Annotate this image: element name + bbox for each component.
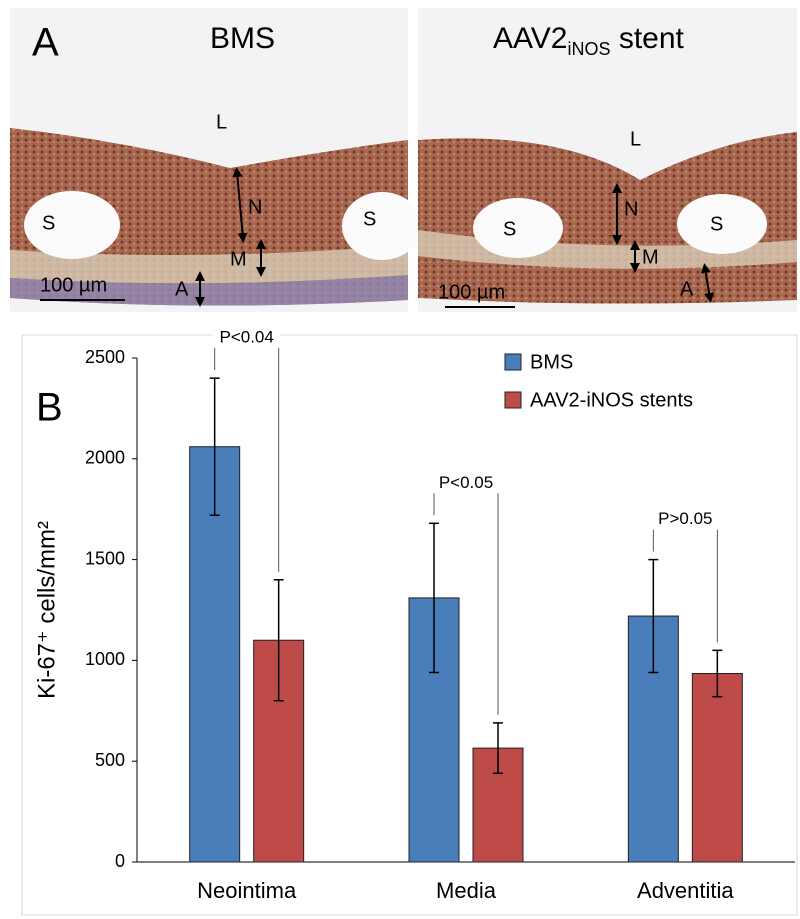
legend-swatch	[504, 391, 522, 409]
y-axis-label: Ki-67⁺ cells/mm²	[33, 521, 60, 699]
annotation-bg	[212, 328, 281, 349]
annotation: P<0.05	[439, 473, 493, 492]
region-label: N	[248, 196, 262, 218]
chart-frame	[21, 334, 798, 916]
bar	[691, 673, 743, 863]
annotation-bg	[651, 509, 720, 530]
y-tick-label: 1000	[85, 649, 125, 669]
panel-label: B	[36, 386, 63, 430]
region-label: L	[216, 111, 227, 133]
annotation: P<0.04	[219, 328, 273, 347]
region-label: N	[624, 198, 638, 220]
image-title: AAV2iNOS stent	[493, 22, 685, 59]
annotation: P>0.05	[658, 509, 712, 528]
scale-bar-label: 100 µm	[40, 274, 107, 296]
x-tick-label: Media	[436, 878, 497, 903]
region-label: A	[175, 278, 189, 300]
region-label: S	[42, 212, 55, 234]
micrograph-left: BMS L S S N M A 100 µm	[10, 8, 422, 312]
annotation-bg	[432, 473, 500, 494]
panel-label: A	[32, 21, 59, 65]
plot: 0 500 1000 1500 2000 2500 Neointima Media Advent…	[85, 328, 795, 903]
y-tick-label: 2500	[85, 347, 125, 367]
region-label: M	[230, 248, 247, 270]
legend-swatch	[504, 353, 522, 371]
legend-label: AAV2-iNOS stents	[530, 389, 693, 411]
region-label: L	[630, 128, 641, 150]
region-label: S	[710, 213, 723, 235]
title-main: AAV2	[493, 22, 568, 55]
region-label: S	[503, 218, 516, 240]
scale-bar-label: 100 µm	[438, 281, 505, 303]
micrograph-right: AAV2iNOS stent L S S N M A 100 µm	[418, 8, 797, 312]
region-label: S	[363, 208, 376, 230]
y-tick-label: 2000	[85, 448, 125, 468]
y-tick-label: 1500	[85, 548, 125, 568]
region-label: M	[642, 246, 659, 268]
y-tick-label: 500	[95, 750, 125, 770]
image-title: BMS	[210, 22, 275, 55]
legend-label: BMS	[530, 351, 573, 373]
y-tick-label: 0	[115, 851, 125, 871]
title-subscript: iNOS	[568, 39, 611, 59]
x-tick-label: Neointima	[197, 878, 297, 903]
x-tick-label: Adventitia	[637, 878, 734, 903]
region-label: A	[680, 278, 694, 300]
title-rest: stent	[611, 22, 685, 55]
